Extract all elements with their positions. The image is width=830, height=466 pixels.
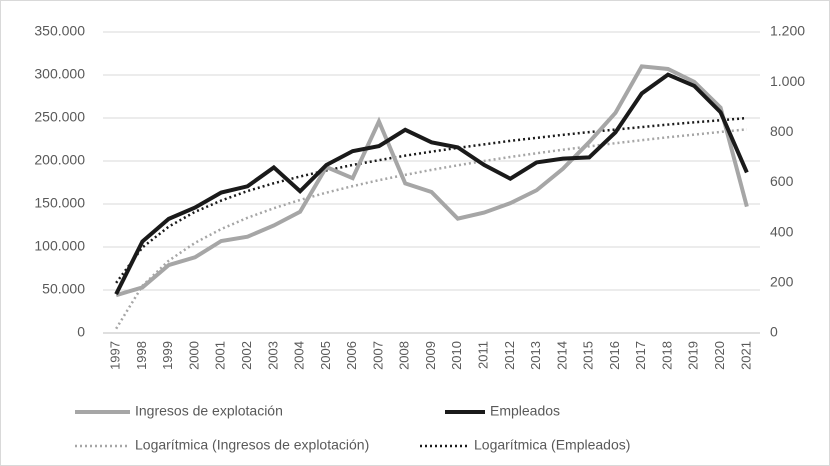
y-tick-label: 100.000: [34, 238, 85, 254]
x-tick-label: 2017: [633, 341, 648, 370]
x-tick-label: 2013: [528, 341, 543, 370]
x-tick-label: 2011: [475, 341, 490, 369]
legend-label: Empleados: [490, 403, 560, 419]
y-tick-label: 200.000: [34, 152, 85, 168]
x-tick-label: 2019: [686, 341, 701, 370]
x-tick-label: 2001: [213, 341, 228, 370]
x-tick-label: 2007: [370, 341, 385, 370]
y-tick-label: 250.000: [34, 109, 85, 125]
x-tick-label: 2015: [581, 341, 596, 370]
y2-tick-label: 200: [770, 274, 794, 290]
x-tick-label: 2005: [318, 341, 333, 370]
y2-tick-label: 400: [770, 223, 794, 239]
x-tick-label: 2020: [712, 341, 727, 370]
legend-label: Logarítmica (Ingresos de explotación): [135, 437, 369, 453]
x-tick-label: 2002: [239, 341, 254, 370]
x-tick-label: 2018: [659, 341, 674, 370]
x-tick-label: 2004: [292, 341, 307, 370]
x-tick-label: 2014: [554, 341, 569, 370]
series-line: [114, 72, 749, 296]
y2-tick-label: 0: [770, 324, 778, 340]
y2-tick-label: 1.200: [770, 23, 805, 39]
x-tick-label: 2012: [502, 341, 517, 370]
y2-tick-label: 800: [770, 123, 794, 139]
y-tick-label: 150.000: [34, 195, 85, 211]
x-tick-label: 1999: [160, 341, 175, 370]
trend-line: [115, 116, 747, 284]
x-tick-label: 2003: [265, 341, 280, 370]
x-tick-label: 2008: [397, 341, 412, 370]
legend-label: Ingresos de explotación: [135, 403, 283, 419]
y2-tick-label: 1.000: [770, 73, 805, 89]
y2-tick-label: 600: [770, 173, 794, 189]
y-tick-label: 300.000: [34, 66, 85, 82]
legend-label: Logarítmica (Empleados): [474, 437, 630, 453]
x-tick-label: 1998: [134, 341, 149, 370]
y-tick-label: 0: [77, 324, 85, 340]
x-tick-label: 2009: [423, 341, 438, 370]
x-tick-label: 2021: [738, 341, 753, 370]
series-line: [115, 64, 749, 298]
y-tick-label: 50.000: [42, 281, 85, 297]
y-tick-label: 350.000: [34, 23, 85, 39]
x-tick-label: 2010: [449, 341, 464, 370]
x-tick-label: 2006: [344, 341, 359, 370]
x-tick-label: 1997: [108, 341, 123, 370]
x-tick-label: 2000: [186, 341, 201, 370]
x-tick-label: 2016: [607, 341, 622, 370]
